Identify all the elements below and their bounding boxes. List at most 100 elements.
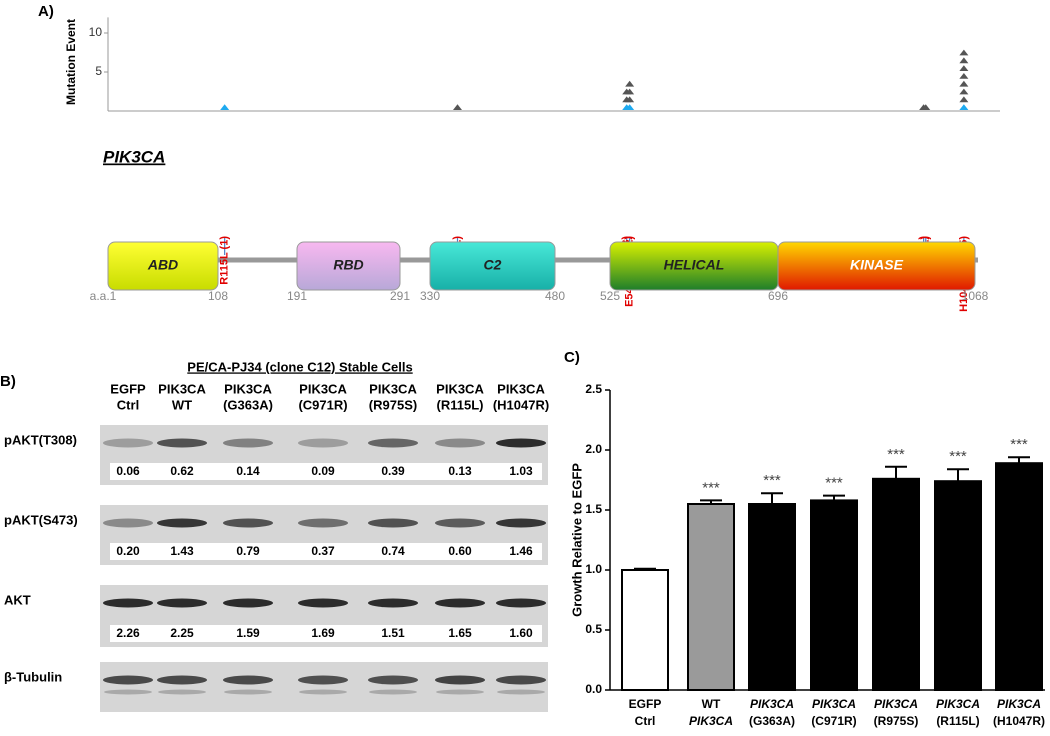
triangle — [959, 65, 969, 71]
band — [435, 598, 485, 608]
band — [368, 675, 418, 685]
lane-label: PIK3CA — [158, 381, 206, 396]
triangle — [959, 73, 969, 79]
x-tick-label: 525 — [600, 289, 620, 303]
value-strip — [110, 463, 542, 480]
bar — [934, 480, 982, 692]
y-axis-label: Growth Relative to EGFP — [569, 463, 584, 617]
lane-label: WT — [172, 397, 192, 412]
band-value: 1.51 — [381, 626, 405, 640]
band-value: 0.62 — [170, 464, 194, 478]
band-value: 0.39 — [381, 464, 405, 478]
triangle — [959, 49, 969, 56]
y-tick-label: 1.5 — [585, 502, 602, 516]
x-tick-label: 1068 — [962, 289, 989, 303]
triangle — [625, 80, 635, 87]
triangle — [220, 104, 230, 110]
x-tick-label: PIK3CA — [750, 697, 794, 711]
domain-box — [429, 241, 556, 291]
domain-label: RBD — [333, 257, 363, 273]
band-value: 0.13 — [448, 464, 472, 478]
band — [223, 675, 273, 685]
row-label: β-Tubulin — [4, 669, 62, 684]
x-tick-label: PIK3CA — [689, 714, 733, 728]
band — [157, 675, 207, 685]
domain-label: ABD — [147, 257, 178, 273]
significance: *** — [887, 446, 905, 463]
triangle — [625, 88, 635, 95]
domain-box — [777, 241, 976, 291]
band-value: 0.14 — [236, 464, 260, 478]
panel-label: B) — [0, 373, 16, 390]
band — [103, 518, 153, 528]
x-tick-label: (C971R) — [811, 714, 856, 728]
x-tick-label: PIK3CA — [812, 697, 856, 711]
band — [496, 675, 546, 685]
x-tick-label: PIK3CA — [997, 697, 1041, 711]
band-value: 0.20 — [116, 544, 140, 558]
x-tick-label: (R975S) — [874, 714, 919, 728]
lane-label: (C971R) — [298, 397, 347, 412]
domain-box — [107, 241, 219, 291]
band — [223, 598, 273, 608]
x-tick-label: 291 — [390, 289, 410, 303]
gene-name: PIK3CA — [103, 147, 165, 166]
triangle — [625, 104, 635, 110]
band — [223, 438, 273, 448]
panel-label: C) — [564, 349, 580, 366]
band-value: 1.60 — [509, 626, 533, 640]
band — [368, 438, 418, 448]
y-axis-label: Mutation Event — [64, 19, 78, 105]
lane-label: (G363A) — [223, 397, 273, 412]
band-value: 0.06 — [116, 464, 140, 478]
x-tick-label: EGFP — [629, 697, 662, 711]
lane-label: PIK3CA — [299, 381, 347, 396]
band — [435, 438, 485, 448]
value-strip — [110, 543, 542, 560]
lane-label: PIK3CA — [436, 381, 484, 396]
x-tick-label: PIK3CA — [874, 697, 918, 711]
band — [157, 518, 207, 528]
significance: *** — [763, 472, 781, 489]
band-value: 1.65 — [448, 626, 472, 640]
x-tick-label: (G363A) — [749, 714, 795, 728]
y-tick-label: 2.0 — [585, 442, 602, 456]
lane-label: PIK3CA — [497, 381, 545, 396]
triangle — [921, 104, 931, 110]
triangle — [453, 104, 462, 110]
value-strip — [110, 625, 542, 642]
x-tick-label: (R115L) — [936, 714, 979, 728]
band — [496, 598, 546, 608]
band — [496, 438, 546, 448]
band — [299, 689, 347, 695]
mutation-stack — [959, 49, 969, 110]
band — [497, 689, 545, 695]
band — [157, 438, 207, 448]
panel-label: A) — [38, 3, 54, 20]
x-tick-label: 696 — [768, 289, 788, 303]
band — [298, 518, 348, 528]
bar — [872, 477, 920, 691]
lane-label: (R115L) — [437, 397, 484, 412]
mutation-stack — [625, 80, 635, 110]
lane-label: (R975S) — [369, 397, 417, 412]
band-value: 1.59 — [236, 626, 260, 640]
bar — [621, 569, 669, 691]
x-tick-label: PIK3CA — [936, 697, 980, 711]
y-tick-label: 1.0 — [585, 562, 602, 576]
band-value: 0.60 — [448, 544, 472, 558]
y-tick-label: 5 — [95, 64, 102, 78]
band — [368, 518, 418, 528]
mutation-stack — [220, 104, 230, 110]
band — [298, 675, 348, 685]
bar — [810, 499, 858, 691]
y-tick-label: 2.5 — [585, 382, 602, 396]
significance: *** — [702, 479, 720, 496]
y-tick-label: 0.0 — [585, 682, 602, 696]
band-value: 0.09 — [311, 464, 335, 478]
band-value: 1.43 — [170, 544, 194, 558]
x-tick-label: 480 — [545, 289, 565, 303]
mutation-label: R115L (1) — [219, 236, 231, 285]
domain-box — [296, 241, 401, 291]
